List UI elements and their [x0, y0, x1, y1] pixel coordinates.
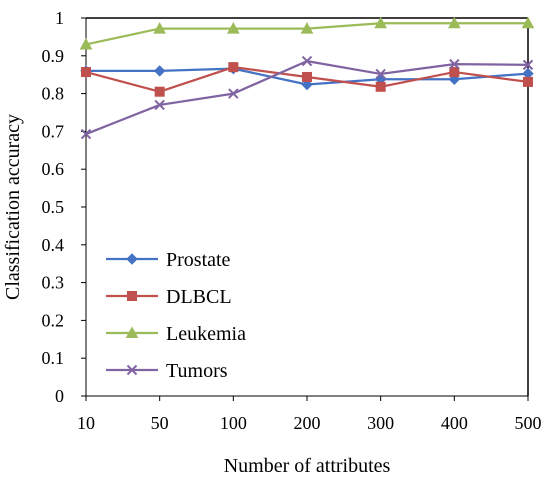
data-point-dlbcl: [375, 81, 386, 92]
legend: Prostate DLBCL Leukemia Tumors: [106, 249, 246, 382]
y-axis-ticks: 0 0.1 0.2 0.3 0.4 0.5 0.6 0.7 0.8 0.9 1: [42, 8, 86, 406]
y-tick-label: 0.9: [42, 46, 65, 66]
x-tick-label: 500: [515, 413, 542, 433]
data-point-tumors: [228, 88, 239, 99]
legend-item-prostate: Prostate: [106, 249, 231, 271]
data-point-leukemia: [153, 22, 167, 34]
data-point-tumors: [522, 59, 534, 71]
x-tick-label: 100: [220, 413, 247, 433]
data-point-tumors: [449, 58, 460, 70]
y-tick-label: 0.4: [42, 235, 65, 255]
y-tick-label: 0.6: [42, 159, 65, 179]
data-point-dlbcl: [228, 62, 239, 73]
y-tick-label: 0.8: [42, 84, 65, 104]
x-axis-title: Number of attributes: [224, 455, 391, 477]
legend-label-dlbcl: DLBCL: [166, 286, 232, 308]
data-point-leukemia: [226, 22, 240, 34]
series-layer: [79, 16, 535, 140]
y-tick-label: 1: [55, 8, 64, 28]
y-axis-title: Classification accuracy: [2, 114, 24, 300]
legend-label-leukemia: Leukemia: [166, 323, 246, 345]
data-point-prostate: [301, 78, 313, 91]
x-tick-label: 50: [151, 413, 169, 433]
series-leukemia: [79, 16, 535, 50]
data-point-dlbcl: [449, 67, 460, 78]
y-tick-label: 0.7: [42, 121, 65, 141]
data-point-leukemia: [79, 37, 93, 50]
y-tick-label: 0.5: [42, 197, 65, 217]
data-point-dlbcl: [154, 86, 165, 97]
data-point-tumors: [301, 55, 313, 67]
x-tick-label: 200: [294, 413, 321, 433]
x-axis-ticks: 10 50 100 200 300 400 500: [77, 396, 542, 433]
legend-marker-tumors: [126, 364, 138, 376]
data-point-tumors: [154, 99, 165, 111]
x-tick-label: 10: [77, 413, 95, 433]
data-point-leukemia: [521, 16, 535, 29]
series-tumors: [80, 55, 534, 140]
data-point-tumors: [375, 68, 386, 80]
legend-marker-leukemia: [125, 326, 139, 338]
legend-label-prostate: Prostate: [166, 249, 231, 271]
x-tick-label: 400: [441, 413, 468, 433]
series-dlbcl: [81, 62, 533, 97]
data-point-dlbcl: [523, 76, 533, 87]
y-tick-label: 0.2: [42, 310, 65, 330]
y-tick-label: 0.1: [42, 348, 65, 368]
legend-marker-dlbcl: [127, 291, 137, 301]
data-point-leukemia: [374, 16, 388, 29]
data-point-dlbcl: [302, 71, 312, 82]
y-tick-label: 0.3: [42, 273, 65, 293]
x-tick-label: 300: [367, 413, 394, 433]
legend-item-dlbcl: DLBCL: [106, 286, 232, 308]
y-tick-label: 0: [55, 386, 64, 406]
legend-item-tumors: Tumors: [106, 360, 228, 382]
legend-item-leukemia: Leukemia: [106, 323, 246, 345]
data-point-dlbcl: [81, 67, 91, 78]
data-point-tumors: [80, 128, 92, 140]
data-point-prostate: [153, 65, 166, 77]
data-point-leukemia: [300, 22, 314, 34]
data-point-leukemia: [447, 16, 461, 29]
legend-marker-prostate: [126, 253, 138, 265]
legend-label-tumors: Tumors: [166, 360, 228, 382]
